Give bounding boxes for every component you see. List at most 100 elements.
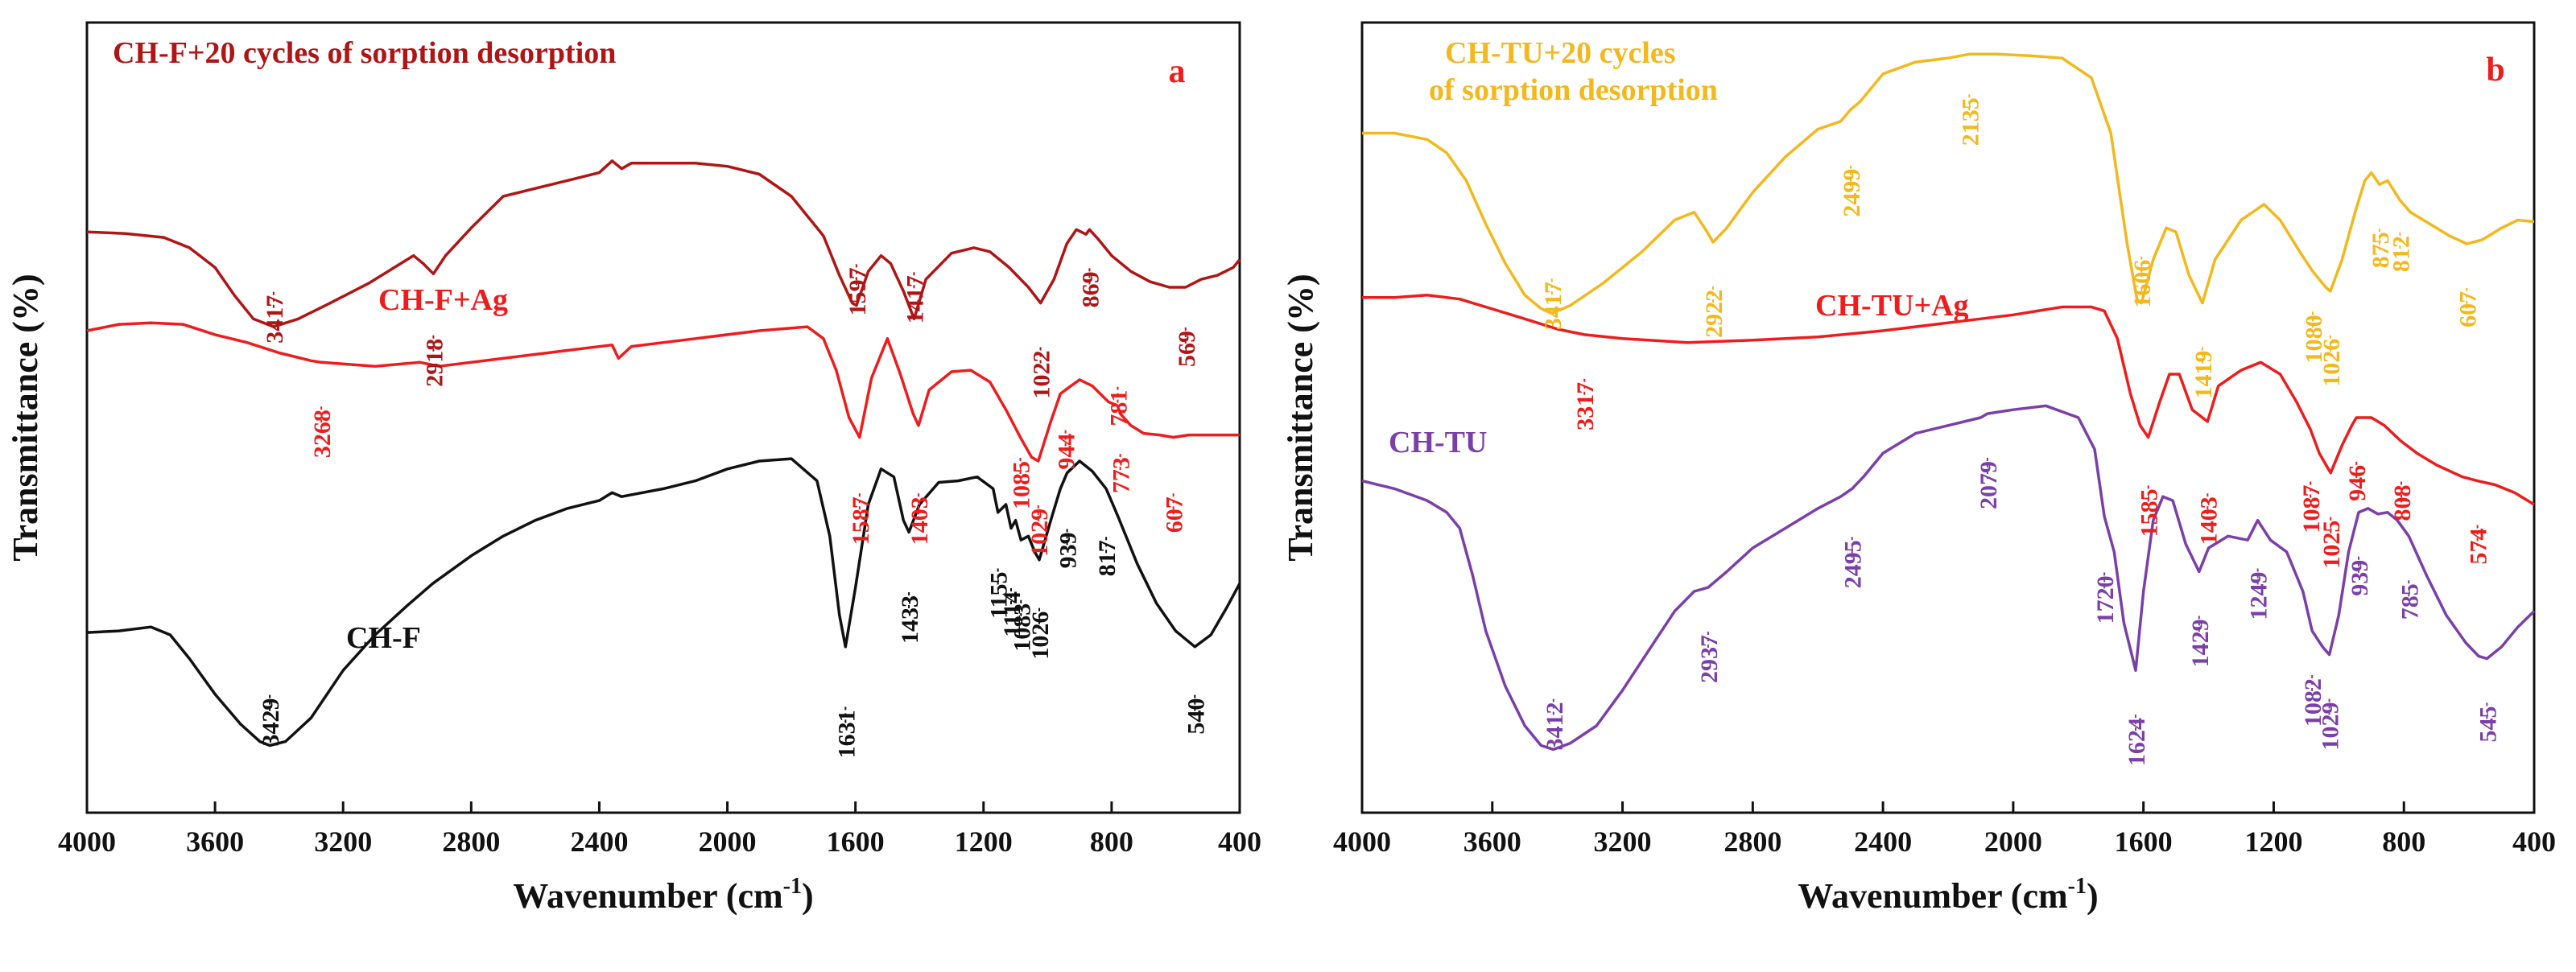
peak-label: 569 [1174, 331, 1200, 367]
peak-annotation: 2495 [1840, 537, 1867, 588]
peak-label: 817 [1094, 540, 1121, 576]
peak-label: 1429 [2187, 619, 2214, 667]
peak-annotation: 3317 [1572, 378, 1599, 430]
plot-frame [85, 21, 1241, 814]
peak-annotation: 939 [2347, 556, 2373, 596]
peak-annotation: 1720 [2092, 572, 2119, 624]
series-line-1 [86, 321, 1240, 463]
series-label-0: CH-TU+20 cycles of sorption desorption [1429, 36, 1718, 107]
peak-label: 1025 [2318, 521, 2345, 569]
x-tick-label: 3200 [314, 826, 372, 858]
peak-label: 944 [1054, 434, 1080, 470]
chart-panel-a: 4000 3600 3200 2800 2400 2000 1600 1200 800 400 Wa… [6, 21, 1261, 916]
peak-annotation: 1417 [902, 272, 928, 323]
peak-label: 3417 [1540, 282, 1567, 330]
peak-label: 1606 [2129, 260, 2156, 308]
peak-annotation: 785 [2396, 580, 2423, 620]
x-tick-label: 1200 [2244, 826, 2302, 858]
peak-annotation: 1085 [1009, 458, 1035, 509]
x-tick-label: 800 [2382, 826, 2425, 858]
peak-annotation: 569 [1174, 327, 1200, 367]
peak-label: 3317 [1572, 382, 1599, 430]
peak-annotation: 2079 [1975, 458, 2002, 509]
peak-label: 2495 [1840, 540, 1867, 588]
peak-label: 781 [1105, 390, 1132, 426]
x-tick-label: 2800 [442, 826, 500, 858]
peak-annotation: 1029 [2318, 698, 2344, 751]
y-axis-title: Transmittance (%) [6, 274, 45, 561]
y-axis-title: Transmittance (%) [1281, 274, 1320, 561]
peak-label: 1587 [848, 496, 874, 545]
peak-annotation: 1082 [2300, 675, 2326, 727]
chart-panel-b: 4000 3600 3200 2800 2400 2000 1600 1200 800 400 Wa… [1281, 21, 2556, 916]
series-label-0: CH-F+20 cycles of sorption desorption [113, 36, 616, 70]
x-tick-label: 1600 [2115, 826, 2173, 858]
x-tick-label: 800 [1090, 826, 1133, 858]
x-tick-label: 400 [1218, 826, 1261, 858]
peak-label: 1631 [833, 710, 860, 758]
peak-label: 1624 [2124, 718, 2150, 766]
peak-label: 869 [1077, 271, 1104, 307]
peak-annotation: 2135 [1957, 94, 1984, 146]
series-label-1: CH-TU+Ag [1815, 289, 1969, 323]
peak-annotation: 1429 [2187, 616, 2214, 667]
x-tick-label: 2000 [1984, 826, 2042, 858]
peak-annotation: 875 [2368, 229, 2394, 268]
peak-label: 1087 [2298, 484, 2325, 533]
peak-annotation: 1249 [2246, 568, 2273, 620]
peak-label: 1026 [1027, 612, 1054, 660]
peak-label: 3429 [258, 698, 284, 747]
peak-label: 1597 [844, 267, 871, 315]
peak-label: 1029 [1026, 509, 1053, 557]
peak-annotation: 1403 [906, 493, 933, 545]
peak-annotation: 540 [1183, 694, 1209, 735]
x-axis-title: Wavenumber (cm-1) [1798, 874, 2098, 916]
peak-annotation: 3412 [1542, 698, 1568, 751]
series-line-1 [1362, 294, 2535, 506]
peak-annotation: 1587 [848, 493, 874, 545]
peak-label: 1403 [2195, 496, 2222, 545]
plot-frame [1360, 21, 2536, 814]
peak-label: 1249 [2246, 571, 2273, 620]
peak-label: 3417 [262, 295, 288, 344]
peak-label: 1155 [986, 571, 1013, 618]
peak-annotation: 1155 [986, 568, 1013, 619]
peak-annotation: 1026 [2318, 335, 2345, 387]
series-line-0 [1362, 52, 2535, 315]
peak-annotation: 1419 [2190, 347, 2217, 399]
series-line-2 [86, 457, 1241, 748]
x-tick-label: 3200 [1594, 826, 1652, 858]
x-tick-label: 2800 [1724, 826, 1781, 858]
peak-annotation: 781 [1105, 386, 1132, 426]
peak-label: 1026 [2318, 339, 2345, 387]
peak-annotation: 1026 [1027, 608, 1054, 660]
peak-label: 946 [2344, 465, 2371, 501]
x-tick-label: 3600 [186, 826, 244, 858]
x-tick-label: 4000 [58, 826, 116, 858]
peak-label: 1029 [2318, 702, 2344, 751]
peak-label: 785 [2396, 583, 2423, 620]
series-line-2 [1361, 404, 2536, 752]
peak-annotation: 3429 [258, 694, 284, 747]
peak-label: 939 [1055, 532, 1082, 568]
x-tick-label: 400 [2512, 826, 2556, 858]
peak-label: 1082 [2300, 678, 2326, 727]
series-label-2: CH-TU [1389, 426, 1487, 459]
peak-label: 1080 [2301, 315, 2327, 363]
peak-annotation: 944 [1054, 430, 1080, 470]
x-axis-title: Wavenumber (cm-1) [513, 874, 813, 916]
panel-letter: a [1169, 53, 1186, 90]
peak-annotation: 1087 [2298, 481, 2325, 533]
peak-label: 1417 [902, 275, 928, 323]
peak-annotation: 3268 [309, 406, 336, 458]
peak-annotation: 1585 [2136, 485, 2163, 537]
peak-label: 773 [1108, 457, 1135, 493]
peak-label: 3268 [309, 410, 336, 458]
x-tick-label: 2400 [570, 826, 628, 858]
peak-label: 1585 [2136, 488, 2163, 537]
peak-annotation: 812 [2388, 233, 2414, 272]
peak-annotation: 773 [1108, 454, 1135, 493]
x-tick-label: 4000 [1333, 826, 1391, 858]
